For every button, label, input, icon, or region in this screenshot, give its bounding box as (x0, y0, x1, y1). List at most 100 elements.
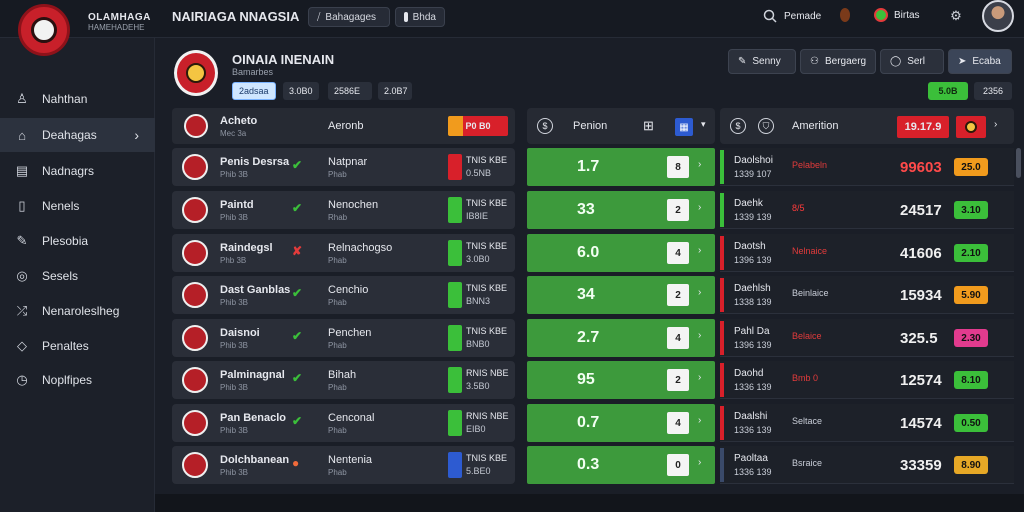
chevron-right-icon[interactable]: › (698, 330, 702, 341)
row-indicator (720, 406, 724, 440)
status-icon (874, 8, 888, 22)
score-row[interactable]: 0.3 0 › (527, 446, 715, 484)
score-box[interactable]: 4 (667, 412, 689, 434)
scrollbar[interactable] (1016, 148, 1021, 178)
chevron-right-icon[interactable]: › (698, 245, 702, 256)
sidebar-item-4[interactable]: ▯ Nenels (0, 189, 155, 223)
score-box[interactable]: 2 (667, 284, 689, 306)
chevron-right-icon[interactable]: › (698, 159, 702, 170)
calendar-icon[interactable]: ▦ (675, 118, 693, 136)
mid-panel-header: $ Penion ⊞ ▦ ▾ (527, 108, 715, 144)
action-button-2[interactable]: ⚇ Bergaerg (800, 49, 876, 74)
match-row[interactable]: Dast Ganblas Phib 3B ✔ Cenchio Phab TNIS… (172, 276, 515, 314)
opponent-name: Nenochen (328, 199, 379, 211)
message-button[interactable]: Bhda (395, 7, 445, 27)
sidebar-item-2[interactable]: ⌂ Deahagas › (0, 118, 155, 152)
stat-row[interactable]: Daalshi 1336 139 Seltace 14574 0.50 (720, 404, 1014, 442)
team-sub: Phib 3B (220, 468, 249, 477)
team-name: Pan Benaclo (220, 412, 287, 424)
row-tag[interactable]: 0.50 (954, 414, 988, 432)
sidebar-item-9[interactable]: ◷ Noplfipes (0, 363, 155, 397)
chip-2[interactable]: 3.0B0 (283, 82, 319, 100)
avatar[interactable] (982, 0, 1014, 32)
chip-4[interactable]: 2.0B7 (378, 82, 412, 100)
row-tag[interactable]: 5.90 (954, 286, 988, 304)
score-row[interactable]: 2.7 4 › (527, 319, 715, 357)
chevron-right-icon[interactable]: › (994, 119, 998, 130)
top-bar: OLAMHAGA HAMEHADEHE NAIRIAGA NNAGSIA ⧸ B… (0, 0, 1024, 38)
score-box[interactable]: 2 (667, 369, 689, 391)
team-sub: Phb 3B (220, 256, 247, 265)
stat-row[interactable]: Daehk 1339 139 8/5 24517 3.10 (720, 191, 1014, 229)
row-tag[interactable]: 3.10 (954, 201, 988, 219)
match-row[interactable]: Penis Desrsa Phib 3B ✔ Natpnar Phab TNIS… (172, 148, 515, 186)
chat-icon (404, 12, 408, 22)
score-box[interactable]: 0 (667, 454, 689, 476)
chevron-right-icon[interactable]: › (698, 457, 702, 468)
sidebar-item-6[interactable]: ◎ Sesels (0, 259, 155, 293)
chevron-right-icon[interactable]: › (698, 415, 702, 426)
sidebar-item-5[interactable]: ✎ Plesobia (0, 224, 155, 258)
stat-row[interactable]: Daohd 1336 139 Bmb 0 12574 8.10 (720, 361, 1014, 399)
row-tag[interactable]: 8.90 (954, 456, 988, 474)
score-box[interactable]: 8 (667, 156, 689, 178)
action-button-3[interactable]: ◯ Serl (880, 49, 944, 74)
folder-icon: ⌂ (18, 127, 26, 143)
row-tag[interactable]: 25.0 (954, 158, 988, 176)
match-row[interactable]: Dolchbanean Phib 3B ● Nentenia Phab TNIS… (172, 446, 515, 484)
row-sub: 1339 107 (734, 169, 772, 179)
settings-button[interactable]: ⚙ (948, 8, 964, 24)
action-button-1[interactable]: ✎ Senny (728, 49, 796, 74)
stat-row[interactable]: Pahl Da 1396 139 Belaice 325.5 2.30 (720, 319, 1014, 357)
score-row[interactable]: 0.7 4 › (527, 404, 715, 442)
score-box[interactable]: 4 (667, 242, 689, 264)
ball-button[interactable] (840, 8, 850, 22)
action-button-4[interactable]: ➤ Ecaba (948, 49, 1012, 74)
match-row[interactable]: Raindegsl Phb 3B ✘ Relnachogso Phab TNIS… (172, 234, 515, 272)
row-note: Beinlaice (792, 288, 829, 298)
score-row[interactable]: 1.7 8 › (527, 148, 715, 186)
row-title: Daehlsh (734, 283, 771, 294)
sidebar-item-1[interactable]: ♙ Nahthan (0, 82, 155, 116)
sidebar-item-3[interactable]: ▤ Nadnagrs (15, 163, 95, 178)
match-row[interactable]: Pan Benaclo Phib 3B ✔ Cenconal Phab RNIS… (172, 404, 515, 442)
score-row[interactable]: 95 2 › (527, 361, 715, 399)
right-panel-header: $ ⛉ Amerition 19.17.9 › (720, 108, 1014, 144)
chevron-right-icon[interactable]: › (698, 202, 702, 213)
filter-button[interactable]: ⧸ Bahagages (308, 7, 390, 27)
row-note: Pelabeln (792, 160, 828, 170)
stat-row[interactable]: Daehlsh 1338 139 Beinlaice 15934 5.90 (720, 276, 1014, 314)
team-crest (184, 114, 208, 138)
stat-row[interactable]: Daotsh 1396 139 Nelnaice 41606 2.10 (720, 234, 1014, 272)
user-status[interactable]: Birtas (874, 8, 920, 22)
score-row[interactable]: 34 2 › (527, 276, 715, 314)
score-row[interactable]: 33 2 › (527, 191, 715, 229)
search-button[interactable]: Pemade (762, 8, 821, 24)
team-subtitle: Bamarbes (232, 67, 274, 77)
row-value: 41606 (900, 245, 942, 262)
match-row[interactable]: Daisnoi Phib 3B ✔ Penchen Phab TNIS KBE … (172, 319, 515, 357)
team-name: Daisnoi (220, 327, 260, 339)
score-row[interactable]: 6.0 4 › (527, 234, 715, 272)
stat-row[interactable]: Daolshoi 1339 107 Pelabeln 99603 25.0 (720, 148, 1014, 186)
row-title: Daalshi (734, 411, 768, 422)
stat-row[interactable]: Paoltaa 1336 139 Bsraice 33359 8.90 (720, 446, 1014, 484)
row-value: 15934 (900, 287, 942, 304)
row-tag[interactable]: 2.30 (954, 329, 988, 347)
row-tag[interactable]: 8.10 (954, 371, 988, 389)
sidebar-item-8[interactable]: ◇ Penaltes (0, 329, 155, 363)
sidebar-item-7[interactable]: ⤮ Nenaroleslheg (0, 294, 155, 328)
row-tag[interactable]: 2.10 (954, 244, 988, 262)
chevron-right-icon[interactable]: › (698, 287, 702, 298)
row-indicator (720, 448, 724, 482)
score-box[interactable]: 2 (667, 199, 689, 221)
match-row[interactable]: Palminagnal Phib 3B ✔ Bihah Phab RNIS NB… (172, 361, 515, 399)
match-row[interactable]: Paintd Phib 3B ✔ Nenochen Rhab TNIS KBE … (172, 191, 515, 229)
chevron-right-icon[interactable]: › (698, 372, 702, 383)
score-box[interactable]: 4 (667, 327, 689, 349)
chip-3[interactable]: 2586E (328, 82, 372, 100)
chip-1[interactable]: 2adsaa (232, 82, 276, 100)
building-icon[interactable]: ⊞ (643, 118, 654, 133)
row-title: Daehk (734, 198, 763, 209)
caret-down-icon[interactable]: ▾ (701, 119, 706, 129)
